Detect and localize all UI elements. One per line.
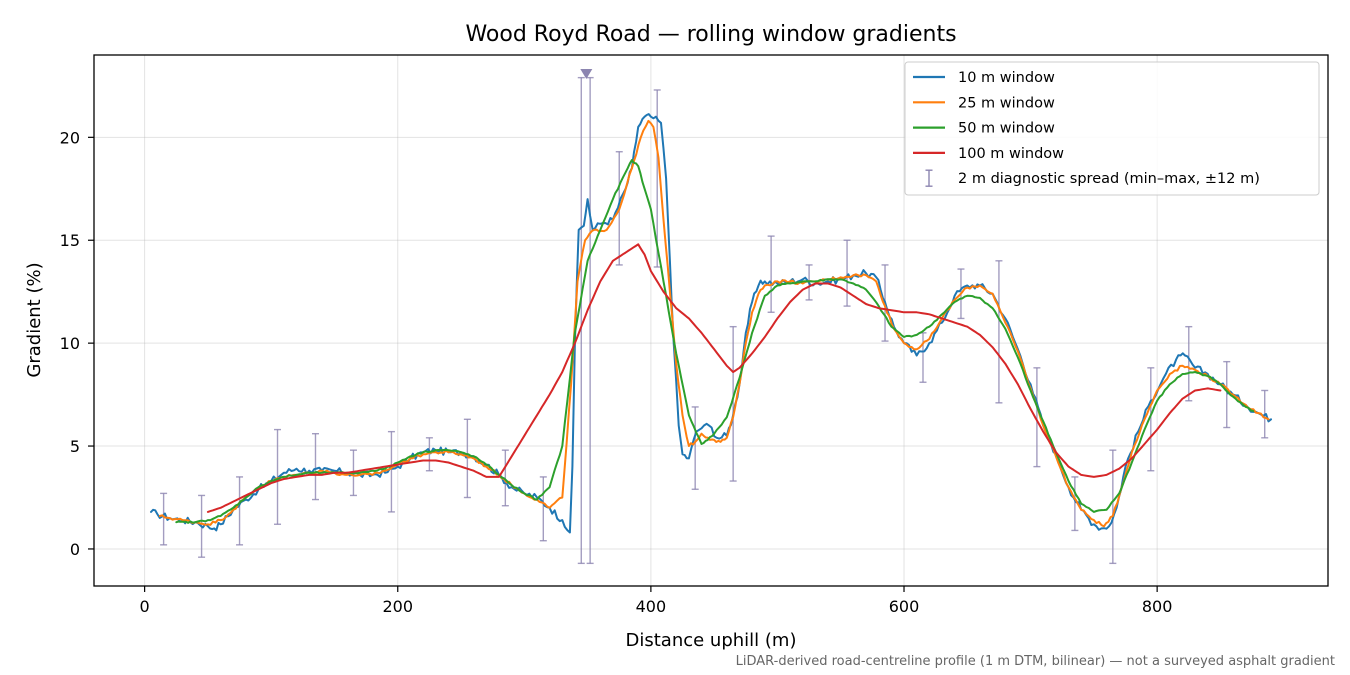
error-bar — [1071, 476, 1079, 532]
x-tick-label: 200 — [382, 597, 413, 616]
y-tick-label: 0 — [70, 540, 80, 559]
legend: 10 m window 25 m window 50 m window 100 m w… — [904, 61, 1320, 196]
error-bar — [1109, 449, 1117, 565]
error-bar — [1147, 367, 1155, 472]
legend-label: 2 m diagnostic spread (min–max, ±12 m) — [958, 171, 1260, 187]
x-tick-label: 800 — [1142, 597, 1173, 616]
y-tick-label: 5 — [70, 437, 80, 456]
error-bar — [539, 476, 547, 542]
y-tick-label: 20 — [60, 128, 80, 147]
legend-entry: 50 m window — [913, 121, 1055, 137]
x-tick-label: 600 — [889, 597, 920, 616]
plot-frame — [93, 54, 1329, 587]
error-bar — [691, 406, 699, 490]
error-bar — [767, 235, 775, 313]
error-bar — [843, 239, 851, 307]
error-bar — [160, 492, 168, 546]
error-bar — [1033, 367, 1041, 468]
legend-entry: 25 m window — [913, 95, 1055, 111]
legend-label: 50 m window — [958, 121, 1055, 137]
error-bar — [1185, 325, 1193, 402]
legend-label: 100 m window — [958, 146, 1064, 162]
error-bar — [586, 76, 594, 565]
error-bar — [501, 449, 509, 507]
x-tick-label: 0 — [140, 597, 150, 616]
legend-label: 10 m window — [958, 70, 1055, 86]
x-axis-ticks: 0 200 400 600 800 — [140, 586, 1173, 616]
legend-box — [904, 61, 1320, 196]
series-line-4 — [206, 243, 1222, 513]
legend-label: 25 m window — [958, 95, 1055, 111]
series-line-3 — [175, 159, 1255, 524]
chart-title: Wood Royd Road — rolling window gradient… — [465, 22, 956, 47]
series-lines — [150, 113, 1272, 534]
legend-entry: 2 m diagnostic spread (min–max, ±12 m) — [925, 169, 1260, 187]
legend-entry: 100 m window — [913, 146, 1064, 162]
y-axis-label: Gradient (%) — [24, 262, 45, 377]
error-bar — [311, 432, 319, 501]
error-bar — [425, 437, 433, 472]
legend-swatch — [925, 169, 933, 187]
clipped-markers — [580, 69, 593, 79]
y-tick-label: 15 — [60, 231, 80, 250]
error-bar — [729, 325, 737, 482]
legend-entry: 10 m window — [913, 70, 1055, 86]
error-bar — [463, 418, 471, 499]
x-tick-label: 400 — [636, 597, 667, 616]
clipped-value-marker — [580, 69, 593, 79]
error-bar — [236, 476, 244, 546]
y-axis-ticks: 0 5 10 15 20 — [60, 128, 94, 559]
x-axis-label: Distance uphill (m) — [626, 630, 797, 651]
error-bar — [1223, 360, 1231, 429]
error-bar — [577, 76, 585, 565]
error-bar — [387, 430, 395, 513]
error-bar — [995, 260, 1003, 404]
footnote: LiDAR-derived road-centreline profile (1… — [736, 654, 1335, 669]
y-tick-label: 10 — [60, 334, 80, 353]
